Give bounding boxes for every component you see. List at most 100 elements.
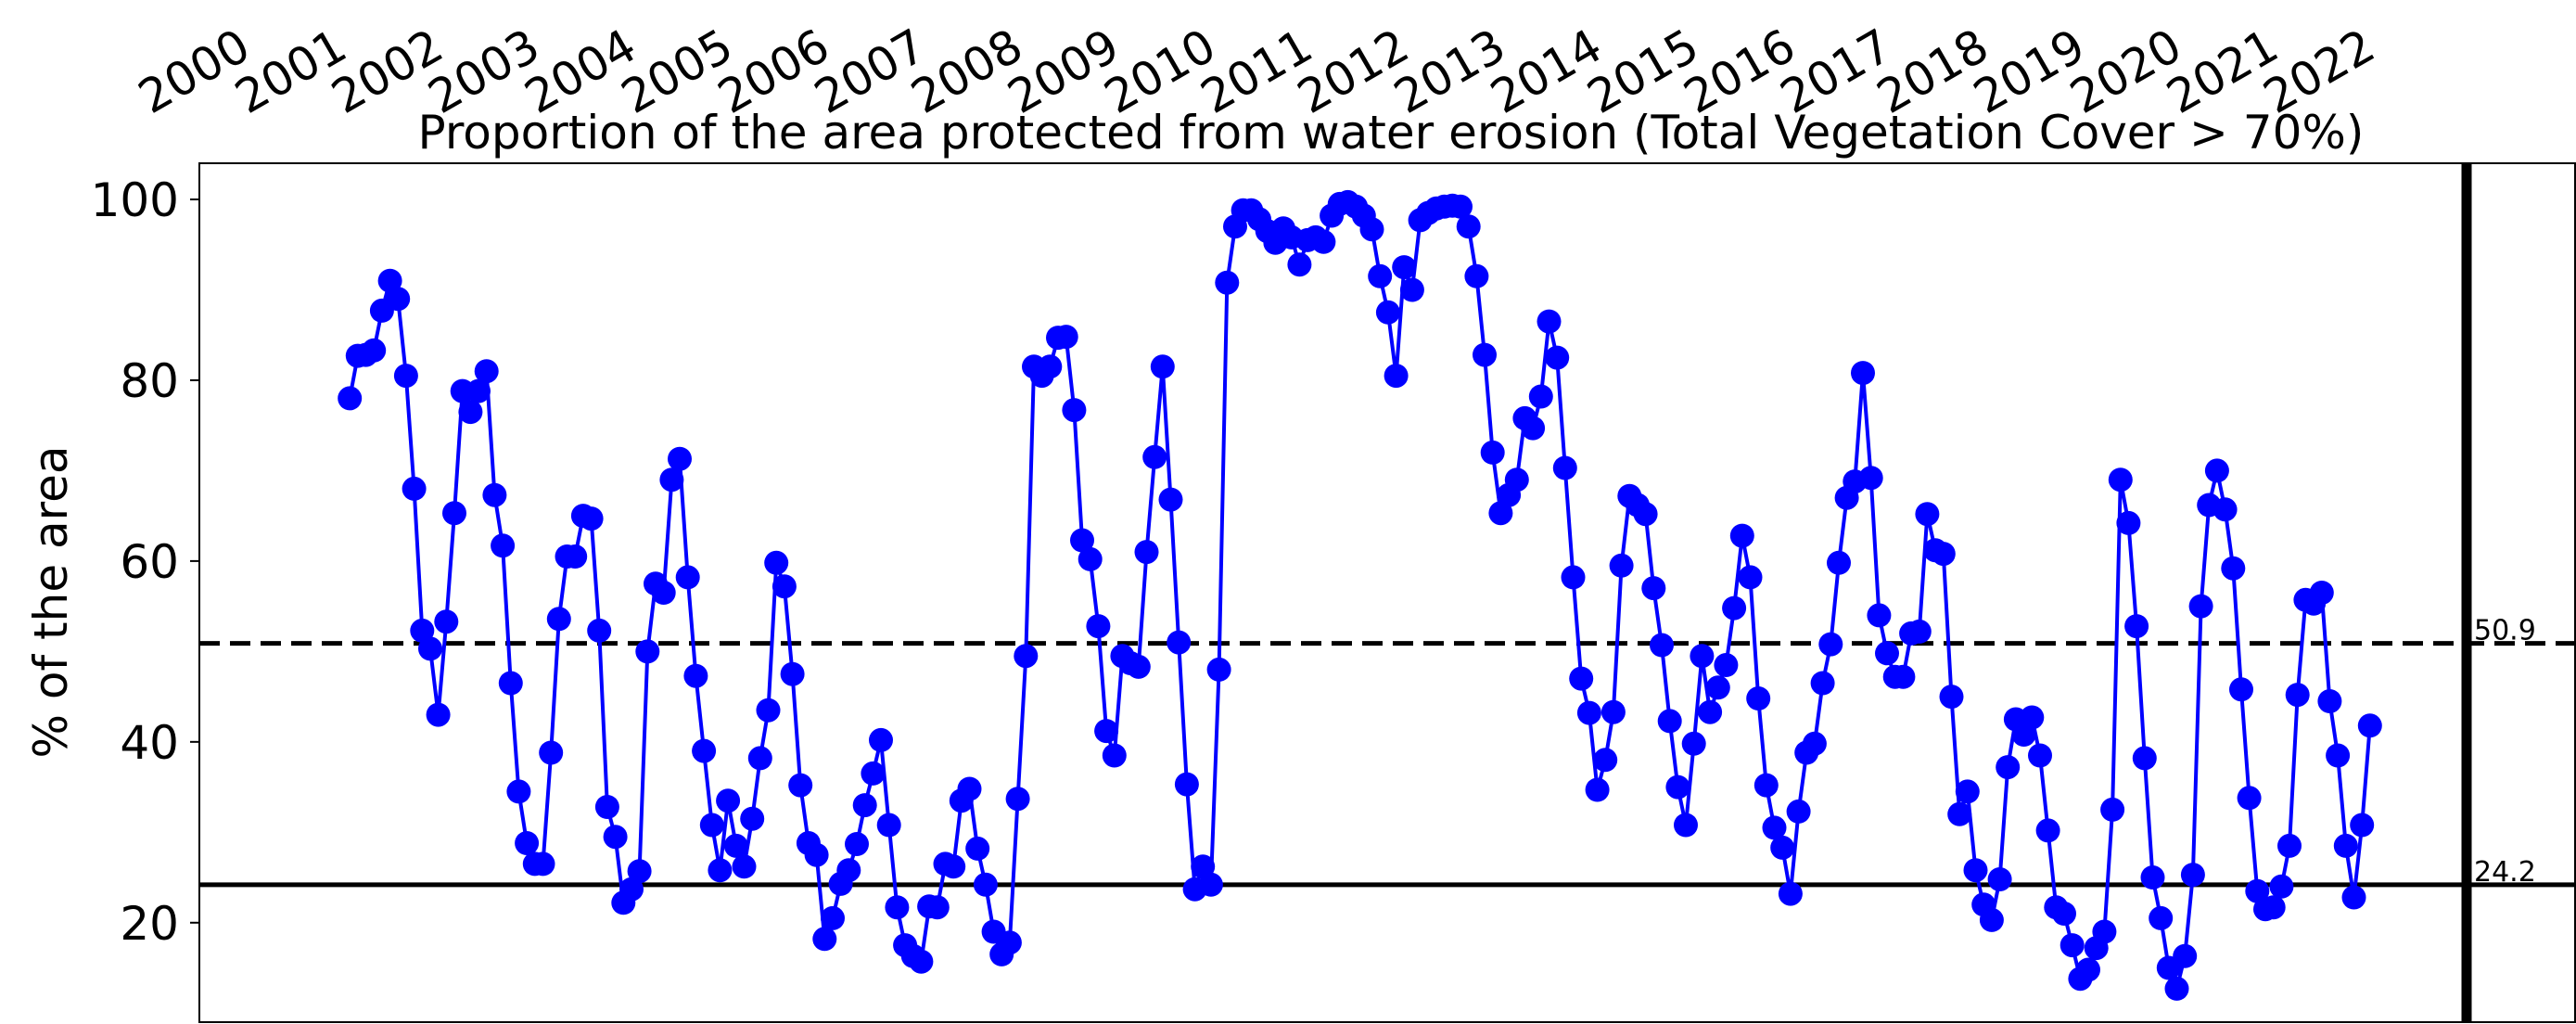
data-point (1561, 565, 1586, 590)
data-point (466, 378, 491, 403)
data-point (1690, 644, 1715, 669)
data-point (2269, 874, 2294, 899)
data-point (861, 761, 886, 786)
data-point (925, 895, 950, 920)
data-point (2237, 786, 2262, 811)
y-axis-label: % of the area (24, 446, 78, 759)
data-point (2245, 878, 2270, 903)
data-point (2229, 677, 2253, 702)
data-point (909, 949, 934, 974)
reference-line-labels: 50.9 24.2 (2474, 615, 2536, 889)
data-point (1456, 214, 1481, 239)
data-point (2124, 614, 2149, 639)
data-point (1802, 731, 1827, 756)
data-point (1368, 263, 1393, 288)
data-point (2350, 813, 2375, 838)
data-point (1191, 854, 1216, 879)
data-point (338, 386, 363, 411)
data-point (1939, 685, 1964, 710)
data-point (2221, 556, 2246, 581)
data-point (1167, 630, 1192, 655)
data-point (1714, 653, 1739, 677)
data-point (402, 476, 427, 501)
data-point (2357, 713, 2382, 738)
data-point (1891, 664, 1916, 689)
data-point (1650, 633, 1674, 658)
data-point (764, 550, 789, 575)
data-point (1174, 772, 1199, 797)
data-point (2092, 919, 2117, 944)
data-series (338, 189, 2382, 1001)
data-point (812, 927, 837, 952)
data-point (1311, 229, 1336, 254)
data-point (458, 400, 483, 425)
data-point (2326, 743, 2351, 768)
data-point (474, 359, 499, 384)
data-point (2140, 865, 2165, 890)
data-point (442, 501, 466, 526)
data-point (1576, 700, 1601, 725)
data-point (668, 446, 692, 471)
data-point (675, 565, 700, 590)
data-point (434, 609, 459, 634)
data-point (683, 663, 708, 688)
data-point (530, 851, 555, 877)
data-point (2180, 863, 2205, 888)
data-point (2213, 497, 2238, 522)
data-point (1906, 619, 1932, 644)
data-point (1753, 773, 1779, 798)
data-point (1810, 671, 1835, 696)
data-point (1142, 444, 1167, 469)
data-point (2333, 833, 2358, 858)
data-point (1674, 813, 1698, 838)
data-point (1545, 345, 1570, 370)
y-tick-label: 60 (120, 535, 179, 589)
data-point (2149, 905, 2174, 930)
reference-line-label: 24.2 (2474, 856, 2536, 889)
data-point (869, 727, 893, 752)
data-point (1698, 699, 1723, 724)
data-point (973, 872, 998, 897)
data-point (1746, 686, 1771, 710)
data-point (1078, 546, 1103, 571)
data-point (491, 533, 516, 558)
data-point (772, 574, 797, 599)
data-point (1399, 277, 1424, 302)
data-point (482, 482, 507, 507)
data-point (2052, 902, 2076, 926)
chart-title: Proportion of the area protected from wa… (418, 106, 2365, 160)
data-point (756, 698, 781, 723)
data-point (2020, 705, 2045, 730)
data-point (836, 858, 861, 883)
data-point (1593, 748, 1618, 773)
data-point (2285, 683, 2310, 708)
data-point (997, 930, 1022, 955)
data-point (723, 833, 748, 858)
data-point (426, 702, 451, 727)
data-point (1198, 872, 1223, 897)
data-point (563, 544, 588, 569)
data-point (410, 618, 435, 643)
y-tick-label: 100 (91, 173, 179, 227)
data-point (1641, 576, 1666, 601)
data-point (1979, 907, 2004, 932)
data-point (651, 581, 676, 605)
data-point (506, 779, 531, 804)
data-point (1729, 523, 1754, 548)
data-point (2035, 818, 2060, 843)
data-point (1705, 675, 1730, 700)
plot-frame (198, 162, 2576, 1023)
data-point (821, 905, 845, 930)
data-point (377, 268, 402, 293)
data-point (1987, 867, 2012, 891)
data-point (1053, 325, 1078, 350)
data-point (1858, 466, 1883, 491)
data-point (1931, 542, 1956, 567)
data-point (362, 338, 387, 363)
data-point (708, 858, 733, 883)
data-point (1947, 801, 1972, 826)
data-point (1488, 501, 1513, 526)
data-point (965, 836, 990, 861)
y-tick-label: 80 (120, 354, 179, 408)
